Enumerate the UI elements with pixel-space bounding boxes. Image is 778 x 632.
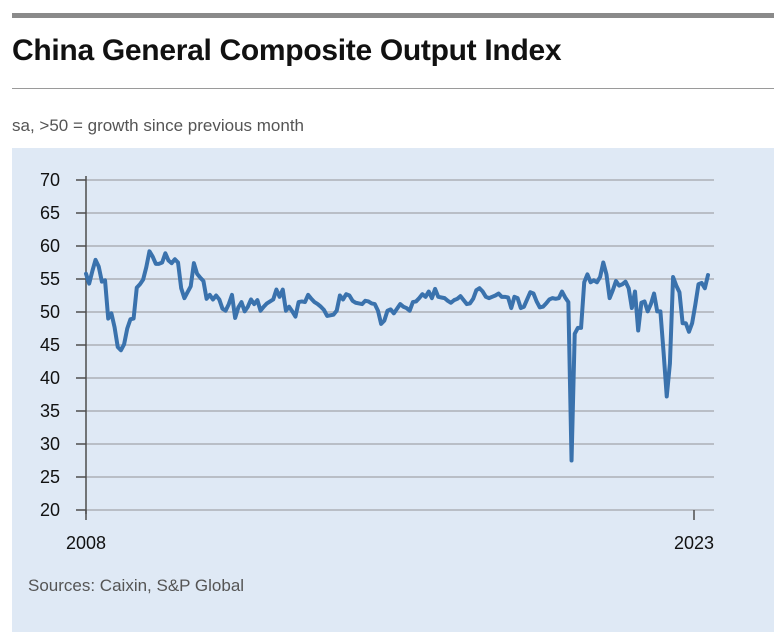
tick-labels: 20 25 30 35 40 45 50 55 60 65 70 2008 2023 — [40, 170, 714, 553]
y-tick-label: 45 — [40, 335, 60, 355]
axes — [76, 176, 695, 520]
title-divider — [12, 88, 774, 89]
y-tick-label: 40 — [40, 368, 60, 388]
chart-subtitle: sa, >50 = growth since previous month — [12, 116, 304, 135]
y-tick-label: 50 — [40, 302, 60, 322]
chart-title: China General Composite Output Index — [12, 34, 562, 67]
chart-panel — [12, 148, 774, 632]
y-tick-label: 35 — [40, 401, 60, 421]
y-tick-label: 30 — [40, 434, 60, 454]
source-note: Sources: Caixin, S&P Global — [28, 576, 245, 595]
series-group — [84, 249, 710, 463]
x-tick-label: 2023 — [674, 533, 714, 553]
y-tick-label: 55 — [40, 269, 60, 289]
y-tick-label: 20 — [40, 500, 60, 520]
y-tick-label: 25 — [40, 467, 60, 487]
y-tick-label: 60 — [40, 236, 60, 256]
y-tick-label: 65 — [40, 203, 60, 223]
top-rule — [12, 13, 774, 18]
gridlines — [86, 179, 714, 511]
y-tick-label: 70 — [40, 170, 60, 190]
x-tick-label: 2008 — [66, 533, 106, 553]
series-line — [84, 249, 710, 463]
